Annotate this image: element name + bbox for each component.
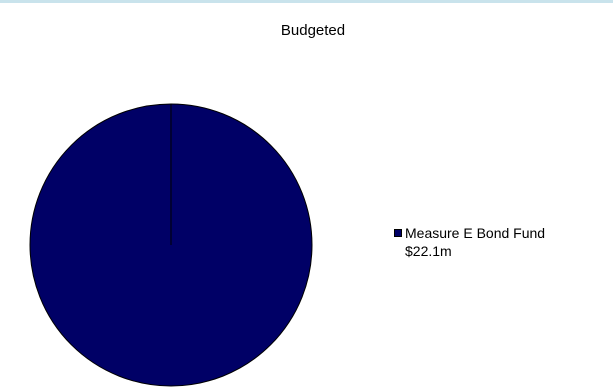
top-divider (0, 0, 613, 3)
chart-title: Budgeted (280, 22, 346, 39)
legend-value: $22.1m (405, 243, 452, 259)
legend-swatch (394, 229, 402, 237)
legend-label: Measure E Bond Fund (405, 225, 546, 241)
